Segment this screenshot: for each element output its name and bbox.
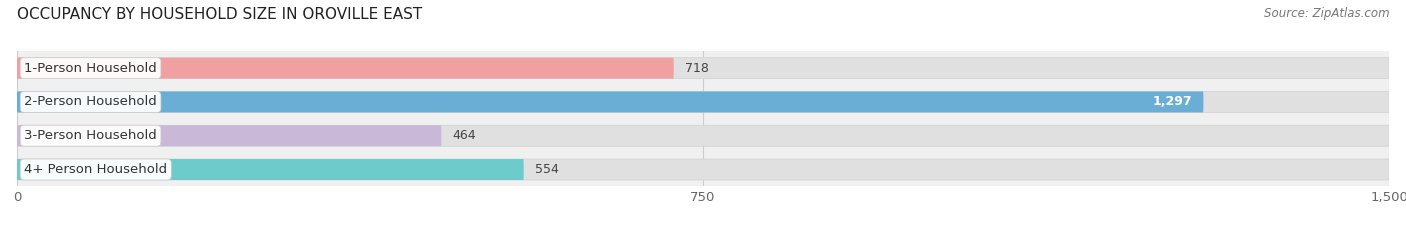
Text: 3-Person Household: 3-Person Household [24,129,157,142]
FancyBboxPatch shape [17,125,441,146]
Text: Source: ZipAtlas.com: Source: ZipAtlas.com [1264,7,1389,20]
Text: 464: 464 [453,129,477,142]
Text: 718: 718 [685,62,709,75]
FancyBboxPatch shape [17,92,1389,112]
Text: 1,297: 1,297 [1153,96,1192,108]
Text: 4+ Person Household: 4+ Person Household [24,163,167,176]
Text: 1-Person Household: 1-Person Household [24,62,157,75]
FancyBboxPatch shape [17,159,1389,180]
FancyBboxPatch shape [17,58,1389,79]
Text: OCCUPANCY BY HOUSEHOLD SIZE IN OROVILLE EAST: OCCUPANCY BY HOUSEHOLD SIZE IN OROVILLE … [17,7,422,22]
FancyBboxPatch shape [17,92,1204,112]
Bar [17,51,1389,85]
FancyBboxPatch shape [17,159,523,180]
Bar [17,119,1389,153]
FancyBboxPatch shape [17,58,673,79]
Bar [17,153,1389,186]
Text: 2-Person Household: 2-Person Household [24,96,157,108]
Text: 554: 554 [534,163,558,176]
Bar [17,85,1389,119]
FancyBboxPatch shape [17,125,1389,146]
